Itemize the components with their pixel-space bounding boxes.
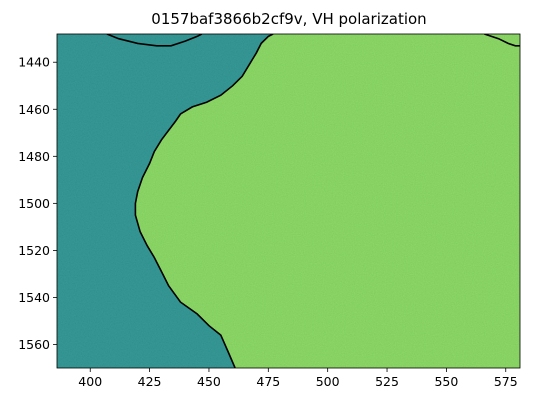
x-tick-label: 500 — [316, 374, 340, 389]
y-tick-label: 1540 — [18, 290, 50, 305]
x-tick-label: 425 — [138, 374, 162, 389]
y-tick-label: 1560 — [18, 337, 50, 352]
x-tick-label: 575 — [494, 374, 518, 389]
x-tick-label: 450 — [197, 374, 221, 389]
y-tick-label: 1460 — [18, 102, 50, 117]
plot-frame — [56, 33, 521, 369]
y-tick-label: 1520 — [18, 243, 50, 258]
x-tick-label: 475 — [256, 374, 280, 389]
y-tick-label: 1480 — [18, 149, 50, 164]
coastline-top-right — [484, 34, 520, 47]
x-tick-label: 550 — [434, 374, 458, 389]
y-tick-label: 1440 — [18, 55, 50, 70]
coastline-main — [134, 34, 274, 368]
plot-area — [57, 34, 520, 368]
x-tick-label: 525 — [375, 374, 399, 389]
x-tick-label: 400 — [78, 374, 102, 389]
x-axis: 400 425 450 475 500 525 550 575 — [78, 368, 518, 389]
coastline-top-left — [106, 34, 203, 47]
y-axis: 1440 1460 1480 1500 1520 1540 1560 — [18, 55, 57, 352]
y-tick-label: 1500 — [18, 196, 50, 211]
chart-title: 0157baf3866b2cf9v, VH polarization — [151, 10, 426, 28]
